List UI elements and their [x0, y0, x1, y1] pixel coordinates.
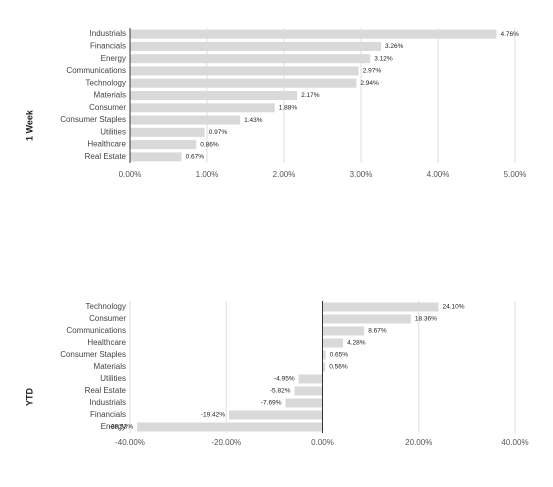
value-label: -7.69%	[261, 400, 282, 407]
x-tick-label: 1.00%	[196, 170, 219, 179]
category-label: Materials	[94, 91, 126, 100]
category-label: Energy	[101, 422, 126, 431]
value-label: -4.95%	[274, 376, 295, 383]
bar	[322, 302, 439, 312]
value-label: 18.36%	[415, 316, 437, 323]
value-label: -5.82%	[270, 388, 291, 395]
value-label: 3.12%	[374, 55, 393, 62]
bar	[130, 78, 357, 88]
value-label: 2.17%	[301, 92, 320, 99]
y-axis-title: 1 Week	[24, 109, 34, 141]
category-label: Healthcare	[87, 338, 126, 347]
value-label: 0.86%	[200, 141, 219, 148]
x-tick-label: 4.00%	[427, 170, 450, 179]
category-label: Real Estate	[85, 152, 127, 161]
category-label: Materials	[94, 362, 126, 371]
value-label: -38.53%	[109, 424, 133, 431]
category-label: Financials	[90, 410, 126, 419]
value-label: 8.67%	[368, 328, 387, 335]
bar	[322, 350, 326, 360]
category-label: Energy	[101, 54, 126, 63]
value-label: 0.67%	[186, 154, 205, 161]
bar	[294, 386, 323, 396]
bar	[322, 362, 326, 372]
bar	[130, 41, 382, 51]
category-label: Consumer Staples	[60, 115, 126, 124]
x-tick-label: 0.00%	[119, 170, 142, 179]
value-label: 4.28%	[347, 340, 366, 347]
x-tick-label: 3.00%	[350, 170, 373, 179]
bar	[322, 314, 411, 324]
category-label: Technology	[86, 302, 126, 311]
bar	[130, 29, 497, 39]
x-tick-label: 20.00%	[405, 438, 432, 447]
bar	[298, 374, 323, 384]
value-label: -19.42%	[201, 412, 225, 419]
category-label: Consumer	[89, 103, 126, 112]
bar	[137, 422, 323, 432]
x-tick-label: 0.00%	[311, 438, 334, 447]
category-label: Real Estate	[85, 386, 127, 395]
bar	[130, 152, 182, 162]
x-tick-label: -20.00%	[211, 438, 241, 447]
bar	[229, 410, 323, 420]
value-label: 4.76%	[501, 31, 520, 38]
bar	[130, 91, 298, 100]
value-label: 2.94%	[360, 80, 379, 87]
bar	[285, 398, 323, 408]
value-label: 24.10%	[442, 304, 464, 311]
x-tick-label: -40.00%	[115, 438, 145, 447]
category-label: Industrials	[90, 398, 126, 407]
category-label: Consumer Staples	[60, 350, 126, 359]
bar	[322, 326, 365, 336]
bar	[130, 115, 241, 125]
value-label: 0.97%	[209, 129, 228, 136]
bar	[130, 127, 205, 137]
category-label: Healthcare	[87, 140, 126, 149]
value-label: 3.26%	[385, 43, 404, 50]
x-tick-label: 5.00%	[504, 170, 527, 179]
value-label: 0.65%	[330, 352, 349, 359]
bar	[322, 338, 344, 348]
category-label: Technology	[86, 78, 126, 87]
bar	[130, 66, 359, 76]
category-label: Utilities	[100, 374, 126, 383]
value-label: 2.97%	[363, 68, 382, 75]
category-label: Financials	[90, 42, 126, 51]
category-label: Consumer	[89, 314, 126, 323]
x-tick-label: 2.00%	[273, 170, 296, 179]
y-axis-title: YTD	[24, 387, 34, 406]
value-label: 1.43%	[244, 117, 263, 124]
value-label: 0.56%	[329, 364, 348, 371]
category-label: Industrials	[90, 29, 126, 38]
category-label: Communications	[66, 66, 126, 75]
category-label: Utilities	[100, 127, 126, 136]
value-label: 1.88%	[279, 104, 298, 111]
bar	[130, 54, 371, 64]
bar	[130, 103, 275, 113]
x-tick-label: 40.00%	[501, 438, 528, 447]
bar	[130, 140, 197, 150]
category-label: Communications	[66, 326, 126, 335]
